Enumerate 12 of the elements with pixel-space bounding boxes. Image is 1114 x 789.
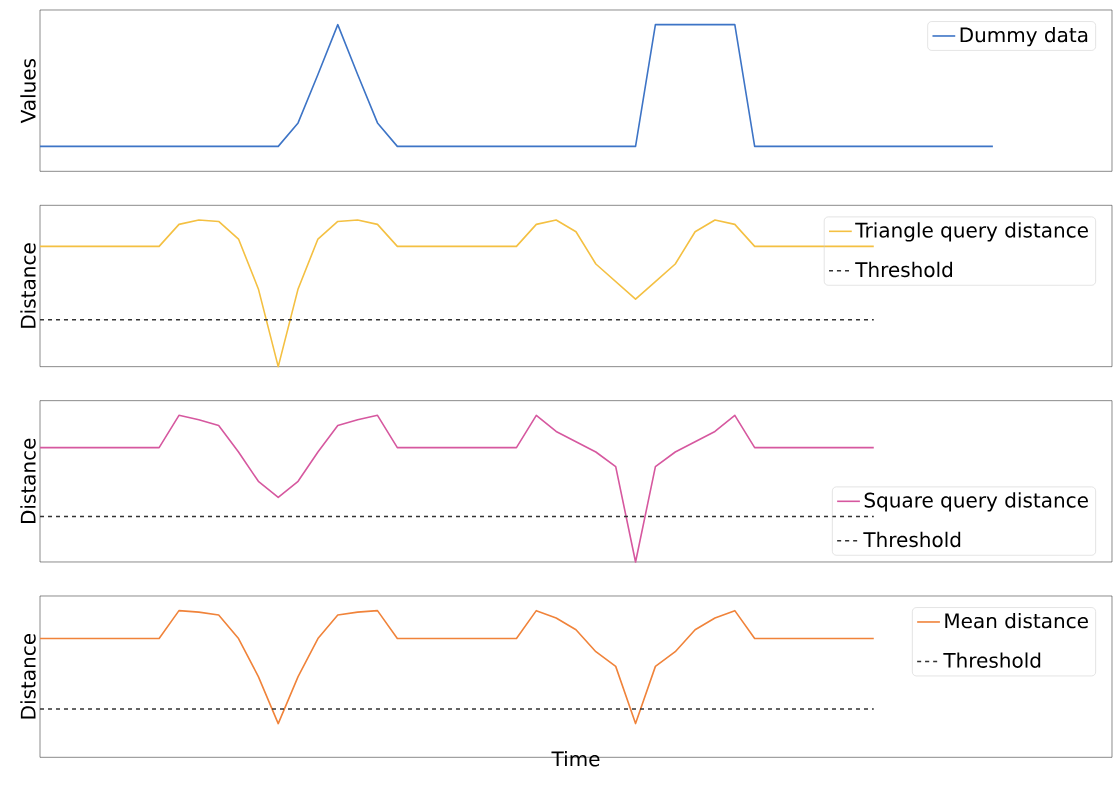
y-axis-title: Distance xyxy=(20,243,36,328)
legend-label: Threshold xyxy=(855,261,953,278)
legend-label: Threshold xyxy=(863,531,961,548)
legend-label: Threshold xyxy=(943,652,1041,668)
y-axis-title: Distance xyxy=(20,633,36,719)
legend-label: Dummy data xyxy=(960,26,1088,47)
legend-label: Square query distance xyxy=(864,492,1088,512)
legend-label: Triangle query distance xyxy=(855,222,1088,242)
y-axis-title: Values xyxy=(20,58,36,124)
legend-label: Mean distance xyxy=(945,612,1088,629)
x-axis-title: Time xyxy=(551,750,600,767)
y-axis-title: Distance xyxy=(20,438,36,524)
